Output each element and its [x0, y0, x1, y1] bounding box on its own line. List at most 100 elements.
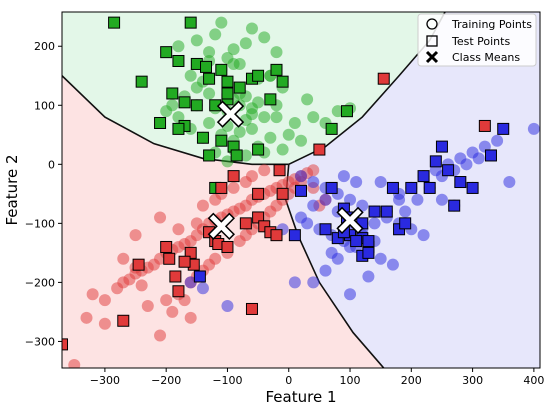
- test-point-red: [239, 217, 252, 230]
- training-point-blue: [368, 217, 381, 230]
- training-point-red: [98, 294, 111, 307]
- training-point-blue: [417, 229, 430, 242]
- test-point-red: [377, 72, 390, 85]
- training-point-blue: [344, 288, 357, 301]
- training-point-red: [141, 300, 154, 313]
- training-point-blue: [527, 122, 540, 135]
- x-tick-label: 100: [340, 374, 361, 387]
- test-point-blue: [319, 223, 332, 236]
- training-point-green: [258, 111, 271, 124]
- test-point-red: [184, 246, 197, 259]
- test-point-blue: [429, 155, 442, 168]
- test-point-blue: [295, 184, 307, 197]
- test-point-red: [62, 338, 68, 351]
- test-point-blue: [362, 246, 375, 259]
- test-point-blue: [423, 181, 436, 194]
- y-tick-label: −300: [25, 335, 55, 348]
- training-point-red: [117, 252, 130, 265]
- training-point-red: [258, 164, 271, 177]
- training-point-blue: [319, 264, 332, 277]
- test-point-red: [478, 119, 491, 132]
- training-point-red: [227, 181, 240, 194]
- training-point-green: [295, 134, 307, 147]
- legend: Training Points Test Points Class Means: [417, 13, 537, 67]
- test-point-blue: [442, 164, 455, 177]
- class-mean-red: [209, 214, 233, 238]
- training-point-red: [172, 223, 185, 236]
- training-point-red: [86, 288, 99, 301]
- test-point-green: [221, 75, 234, 88]
- test-point-blue: [350, 235, 363, 248]
- x-axis-ticks: −300 −200 −100 0 100 200 300 400: [90, 368, 544, 387]
- training-point-blue: [460, 158, 473, 171]
- test-point-red: [178, 255, 191, 268]
- x-tick-label: 300: [462, 374, 483, 387]
- x-axis-title: Feature 1: [266, 388, 337, 406]
- test-point-green: [203, 72, 216, 85]
- training-point-green: [245, 122, 258, 135]
- test-point-green: [166, 87, 179, 100]
- test-point-green: [200, 60, 213, 73]
- test-point-blue: [435, 140, 448, 153]
- training-point-green: [270, 111, 283, 124]
- training-point-blue: [399, 205, 412, 218]
- x-tick-label: 400: [523, 374, 544, 387]
- training-point-red: [80, 311, 93, 324]
- training-point-blue: [374, 252, 387, 265]
- test-point-red: [276, 187, 289, 200]
- test-point-blue: [417, 170, 430, 183]
- test-point-red: [160, 240, 173, 253]
- training-point-green: [184, 69, 197, 82]
- training-point-red: [154, 211, 167, 224]
- test-point-blue: [362, 235, 375, 248]
- test-point-blue: [466, 181, 479, 194]
- test-point-blue: [448, 199, 461, 212]
- test-point-blue: [380, 205, 393, 218]
- test-point-red: [132, 258, 145, 271]
- test-point-red: [245, 302, 258, 315]
- test-point-green: [154, 116, 167, 129]
- class-mean-green: [218, 102, 243, 126]
- y-axis-ticks: 200 100 0 −100 −200 −300: [25, 40, 62, 348]
- test-point-red: [252, 211, 265, 224]
- legend-label-means: Class Means: [452, 51, 520, 64]
- y-tick-label: 0: [48, 158, 55, 171]
- test-point-green: [233, 81, 246, 94]
- test-point-green: [276, 75, 289, 88]
- legend-circle-icon: [426, 18, 438, 30]
- training-point-blue: [491, 134, 504, 147]
- test-point-green: [172, 55, 185, 68]
- legend-box: [417, 13, 537, 67]
- test-point-green: [203, 149, 216, 162]
- training-point-blue: [295, 170, 307, 183]
- training-point-green: [288, 116, 301, 129]
- test-point-green: [215, 63, 228, 76]
- test-point-red: [215, 181, 228, 194]
- x-tick-label: −200: [151, 374, 181, 387]
- training-point-green: [233, 125, 246, 138]
- training-point-blue: [503, 176, 516, 189]
- y-tick-label: −200: [25, 276, 55, 289]
- training-point-red: [68, 359, 81, 368]
- test-point-green: [135, 75, 148, 88]
- training-point-green: [264, 131, 277, 144]
- test-point-red: [172, 285, 185, 298]
- training-point-red: [190, 217, 203, 230]
- test-point-green: [108, 16, 121, 29]
- class-means: [207, 100, 364, 240]
- test-point-green: [221, 87, 234, 100]
- test-point-red: [221, 240, 234, 253]
- y-tick-label: 200: [34, 40, 55, 53]
- training-point-green: [203, 116, 216, 129]
- training-point-blue: [350, 176, 363, 189]
- test-point-red: [169, 270, 182, 283]
- training-point-blue: [307, 199, 320, 212]
- training-point-red: [184, 311, 197, 324]
- training-point-green: [227, 43, 240, 56]
- training-point-blue: [325, 246, 338, 259]
- training-point-red: [209, 252, 222, 265]
- training-point-blue: [184, 276, 197, 289]
- training-point-blue: [472, 152, 485, 165]
- test-point-green: [160, 46, 173, 59]
